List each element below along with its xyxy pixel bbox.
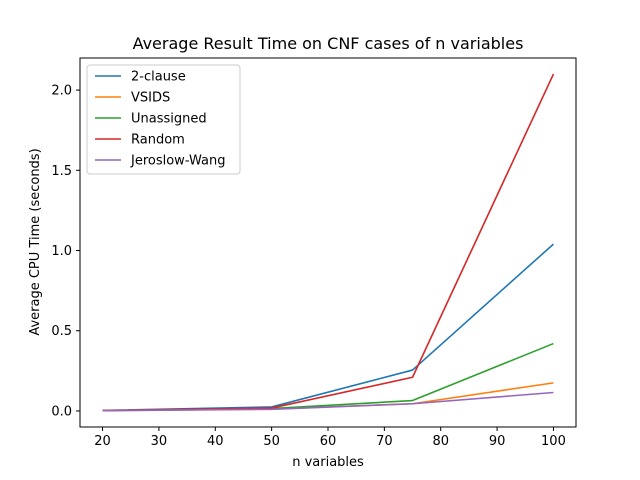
x-tick-label: 40 xyxy=(207,434,224,449)
series-layer xyxy=(102,73,555,412)
legend-label-2-clause: 2-clause xyxy=(131,70,186,85)
y-axis-label: Average CPU Time (seconds) xyxy=(28,148,43,335)
x-tick-label: 90 xyxy=(489,434,506,449)
y-tick-label: 2.0 xyxy=(51,84,72,99)
legend-label-unassigned: Unassigned xyxy=(131,112,207,127)
y-tick-label: 0.5 xyxy=(51,324,72,339)
chart-title: Average Result Time on CNF cases of n va… xyxy=(133,34,524,53)
y-tick-label: 1.0 xyxy=(51,244,72,259)
series-line-jeroslow-wang xyxy=(102,391,554,412)
legend-label-vsids: VSIDS xyxy=(131,91,170,106)
x-tick-label: 60 xyxy=(320,434,337,449)
y-tick-label: 0.0 xyxy=(51,404,72,419)
x-tick-label: 70 xyxy=(376,434,393,449)
legend-label-jeroslow-wang: Jeroslow-Wang xyxy=(130,154,225,169)
x-tick-label: 50 xyxy=(263,434,280,449)
y-axis-ticks: 0.0 0.5 1.0 1.5 2.0 xyxy=(51,84,80,419)
x-tick-label: 80 xyxy=(432,434,449,449)
x-tick-label: 20 xyxy=(94,434,111,449)
x-axis-ticks: 20 30 40 50 60 70 80 90 100 xyxy=(94,427,566,449)
x-axis-label: n variables xyxy=(292,455,364,470)
plot-frame xyxy=(79,57,577,428)
x-tick-label: 100 xyxy=(541,434,566,449)
legend-label-random: Random xyxy=(131,133,185,148)
x-tick-label: 30 xyxy=(151,434,168,449)
legend: 2-clause VSIDS Unassigned Random Jeroslow-Wa… xyxy=(86,64,241,175)
y-tick-label: 1.5 xyxy=(51,164,72,179)
legend-items: 2-clause VSIDS Unassigned Random Jeroslow-Wa… xyxy=(95,70,225,169)
legend-box xyxy=(86,64,241,175)
